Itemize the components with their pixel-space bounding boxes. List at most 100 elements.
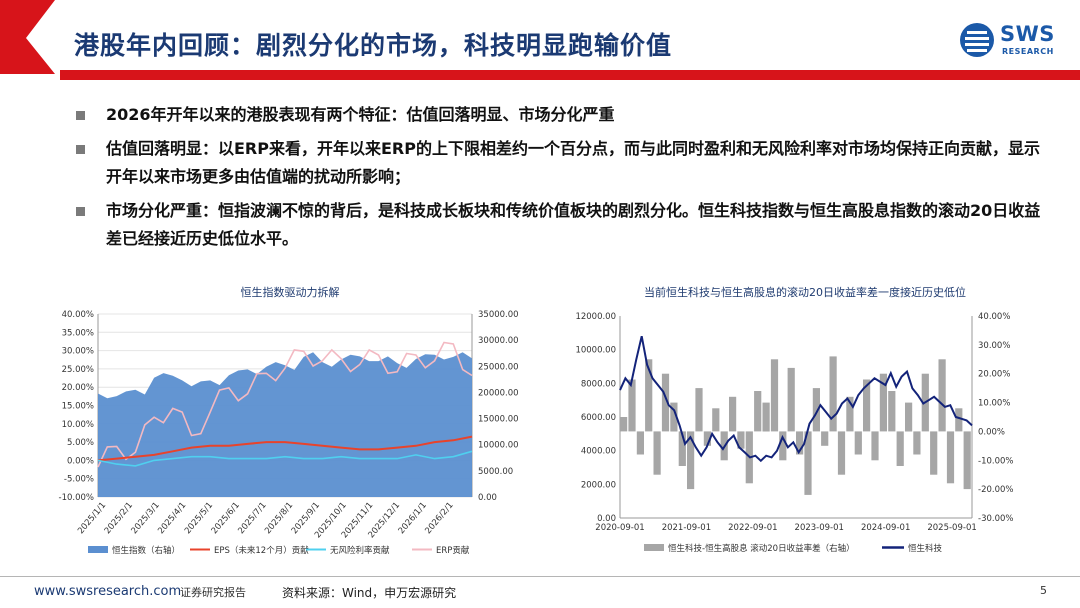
spread-bar bbox=[620, 417, 628, 432]
spread-bar bbox=[661, 373, 670, 432]
y-left-tick-label: 12000.00 bbox=[575, 312, 616, 322]
series-line-3 bbox=[97, 341, 473, 468]
series-line-hstech bbox=[619, 335, 973, 463]
legend-label: EPS（未来12个月）贡献 bbox=[214, 545, 309, 556]
page-number: 5 bbox=[1040, 584, 1047, 597]
spread-bar bbox=[636, 431, 644, 455]
spread-bar bbox=[678, 431, 686, 466]
chart-title: 恒生指数驱动力拆解 bbox=[240, 286, 340, 299]
spread-bar bbox=[779, 431, 787, 461]
legend-label: ERP贡献 bbox=[436, 545, 470, 556]
footer-source: 资料来源：Wind，申万宏源研究 bbox=[282, 586, 457, 600]
spread-bar bbox=[737, 431, 745, 449]
series-line-2 bbox=[97, 450, 473, 467]
chart-title: 当前恒生科技与恒生高股息的滚动20日收益率差一度接近历史低位 bbox=[644, 286, 966, 299]
hsi-driver-chart: 恒生指数驱动力拆解 40.00% 35.00% 30.00% 25.00% 20.00%… bbox=[40, 280, 540, 570]
x-tick-label: 2022-09-01 bbox=[728, 523, 777, 533]
spread-bar bbox=[879, 373, 887, 432]
y-right-tick-label: 30000.00 bbox=[478, 336, 519, 346]
bullet-list: 2026年开年以来的港股表现有两个特征：估值回落明显、市场分化严重 估值回落明显… bbox=[72, 101, 1042, 259]
spread-bar bbox=[963, 431, 971, 490]
spread-bar bbox=[645, 359, 653, 432]
bullet-item: 市场分化严重：恒指波澜不惊的背后，是科技成长板块和传统价值板块的剧烈分化。恒生科… bbox=[72, 197, 1042, 253]
bullet-text: 市场分化严重：恒指波澜不惊的背后，是科技成长板块和传统价值板块的剧烈分化。恒生科… bbox=[106, 201, 1041, 248]
spread-bar bbox=[955, 408, 963, 432]
logo-subtitle: RESEARCH bbox=[1002, 47, 1054, 56]
y-right-tick-label: 15000.00 bbox=[478, 415, 519, 425]
spread-bar bbox=[687, 431, 695, 490]
series-area-hsi bbox=[98, 352, 472, 497]
bullet-item: 估值回落明显：以ERP来看，开年以来ERP的上下限相差约一个百分点，而与此同时盈… bbox=[72, 135, 1042, 191]
spread-bar bbox=[729, 396, 737, 432]
y-left-tick-label: -5.00% bbox=[64, 475, 94, 485]
y-right-tick-label: -30.00% bbox=[978, 514, 1013, 524]
y-right-tick-label: 20.00% bbox=[978, 370, 1010, 380]
title-banner-underline bbox=[60, 70, 1080, 80]
y-left-tick-label: 0.00% bbox=[67, 456, 94, 466]
legend-label: 恒生科技 bbox=[908, 543, 943, 554]
legend-swatch bbox=[88, 546, 108, 553]
y-right-tick-label: 35000.00 bbox=[478, 310, 519, 320]
y-right-tick-label: 10000.00 bbox=[478, 441, 519, 451]
chart-canvas: 12000.00 10000.00 8000.00 6000.00 4000.00 200… bbox=[575, 312, 1013, 554]
spread-chart: 当前恒生科技与恒生高股息的滚动20日收益率差一度接近历史低位 12000.00 1… bbox=[560, 280, 1060, 570]
bullet-square-icon bbox=[76, 111, 85, 120]
sws-logo-icon bbox=[960, 23, 994, 57]
y-left-tick-label: 0.00 bbox=[597, 514, 616, 524]
y-left-tick-label: 6000.00 bbox=[581, 413, 616, 423]
spread-bar bbox=[938, 359, 946, 432]
y-right-tick-label: 20000.00 bbox=[478, 388, 519, 398]
y-left-tick-label: 2000.00 bbox=[581, 480, 616, 490]
x-tick-label: 2023-09-01 bbox=[795, 523, 844, 533]
y-left-tick-label: 30.00% bbox=[62, 347, 94, 357]
spread-bar bbox=[946, 431, 955, 484]
spread-bar bbox=[670, 402, 678, 432]
y-left-tick-label: 40.00% bbox=[62, 310, 94, 320]
spread-bar bbox=[821, 431, 829, 446]
spread-bar bbox=[854, 431, 862, 455]
spread-bar bbox=[812, 388, 820, 432]
spread-bar bbox=[930, 431, 938, 475]
y-right-tick-label: 40.00% bbox=[978, 312, 1010, 322]
y-right-tick-label: -20.00% bbox=[978, 485, 1013, 495]
legend-label: 恒生科技-恒生高股息 滚动20日收益率差（右轴） bbox=[668, 543, 855, 554]
chart-canvas: 40.00% 35.00% 30.00% 25.00% 20.00% 15.00% 10.0… bbox=[59, 310, 519, 556]
spread-bar bbox=[628, 379, 636, 432]
spread-bar bbox=[754, 391, 762, 432]
y-left-tick-label: 25.00% bbox=[62, 365, 94, 375]
y-left-tick-label: 4000.00 bbox=[581, 447, 616, 457]
spread-bar bbox=[913, 431, 921, 455]
spread-bar bbox=[804, 431, 812, 495]
footer-report-label: 证券研究报告 bbox=[180, 586, 246, 599]
title-banner-left-red bbox=[0, 0, 55, 74]
bullet-text: 2026年开年以来的港股表现有两个特征：估值回落明显、市场分化严重 bbox=[106, 105, 615, 124]
bullet-square-icon bbox=[76, 145, 85, 154]
y-right-tick-label: 0.00% bbox=[978, 427, 1005, 437]
y-right-tick-label: 10.00% bbox=[978, 399, 1010, 409]
legend-label: 恒生指数（右轴） bbox=[112, 545, 180, 556]
spread-bar bbox=[770, 359, 779, 432]
logo-wordmark: SWS bbox=[1000, 22, 1055, 46]
series-line-1 bbox=[97, 435, 473, 462]
spread-bar bbox=[703, 431, 711, 446]
bullet-text: 估值回落明显：以ERP来看，开年以来ERP的上下限相差约一个百分点，而与此同时盈… bbox=[106, 139, 1040, 186]
spread-bar bbox=[837, 431, 846, 475]
y-left-tick-label: 10000.00 bbox=[575, 346, 616, 356]
y-left-tick-label: 20.00% bbox=[62, 383, 94, 393]
y-left-tick-label: -10.00% bbox=[59, 493, 94, 503]
spread-bar bbox=[896, 431, 904, 466]
y-left-tick-label: 15.00% bbox=[62, 402, 94, 412]
y-left-tick-label: 5.00% bbox=[67, 438, 94, 448]
x-tick-label: 2020-09-01 bbox=[595, 523, 644, 533]
spread-bar bbox=[829, 356, 837, 432]
y-right-tick-label: -10.00% bbox=[978, 456, 1013, 466]
x-tick-label: 2024-09-01 bbox=[861, 523, 910, 533]
spread-bar bbox=[653, 431, 661, 475]
spread-bar bbox=[905, 402, 913, 432]
spread-bar bbox=[796, 431, 804, 455]
y-right-tick-label: 0.00 bbox=[478, 493, 497, 503]
spread-bar bbox=[871, 431, 879, 461]
y-right-tick-label: 25000.00 bbox=[478, 362, 519, 372]
footer-url: www.swsresearch.com bbox=[34, 584, 182, 599]
x-tick-label: 2025-09-01 bbox=[927, 523, 976, 533]
